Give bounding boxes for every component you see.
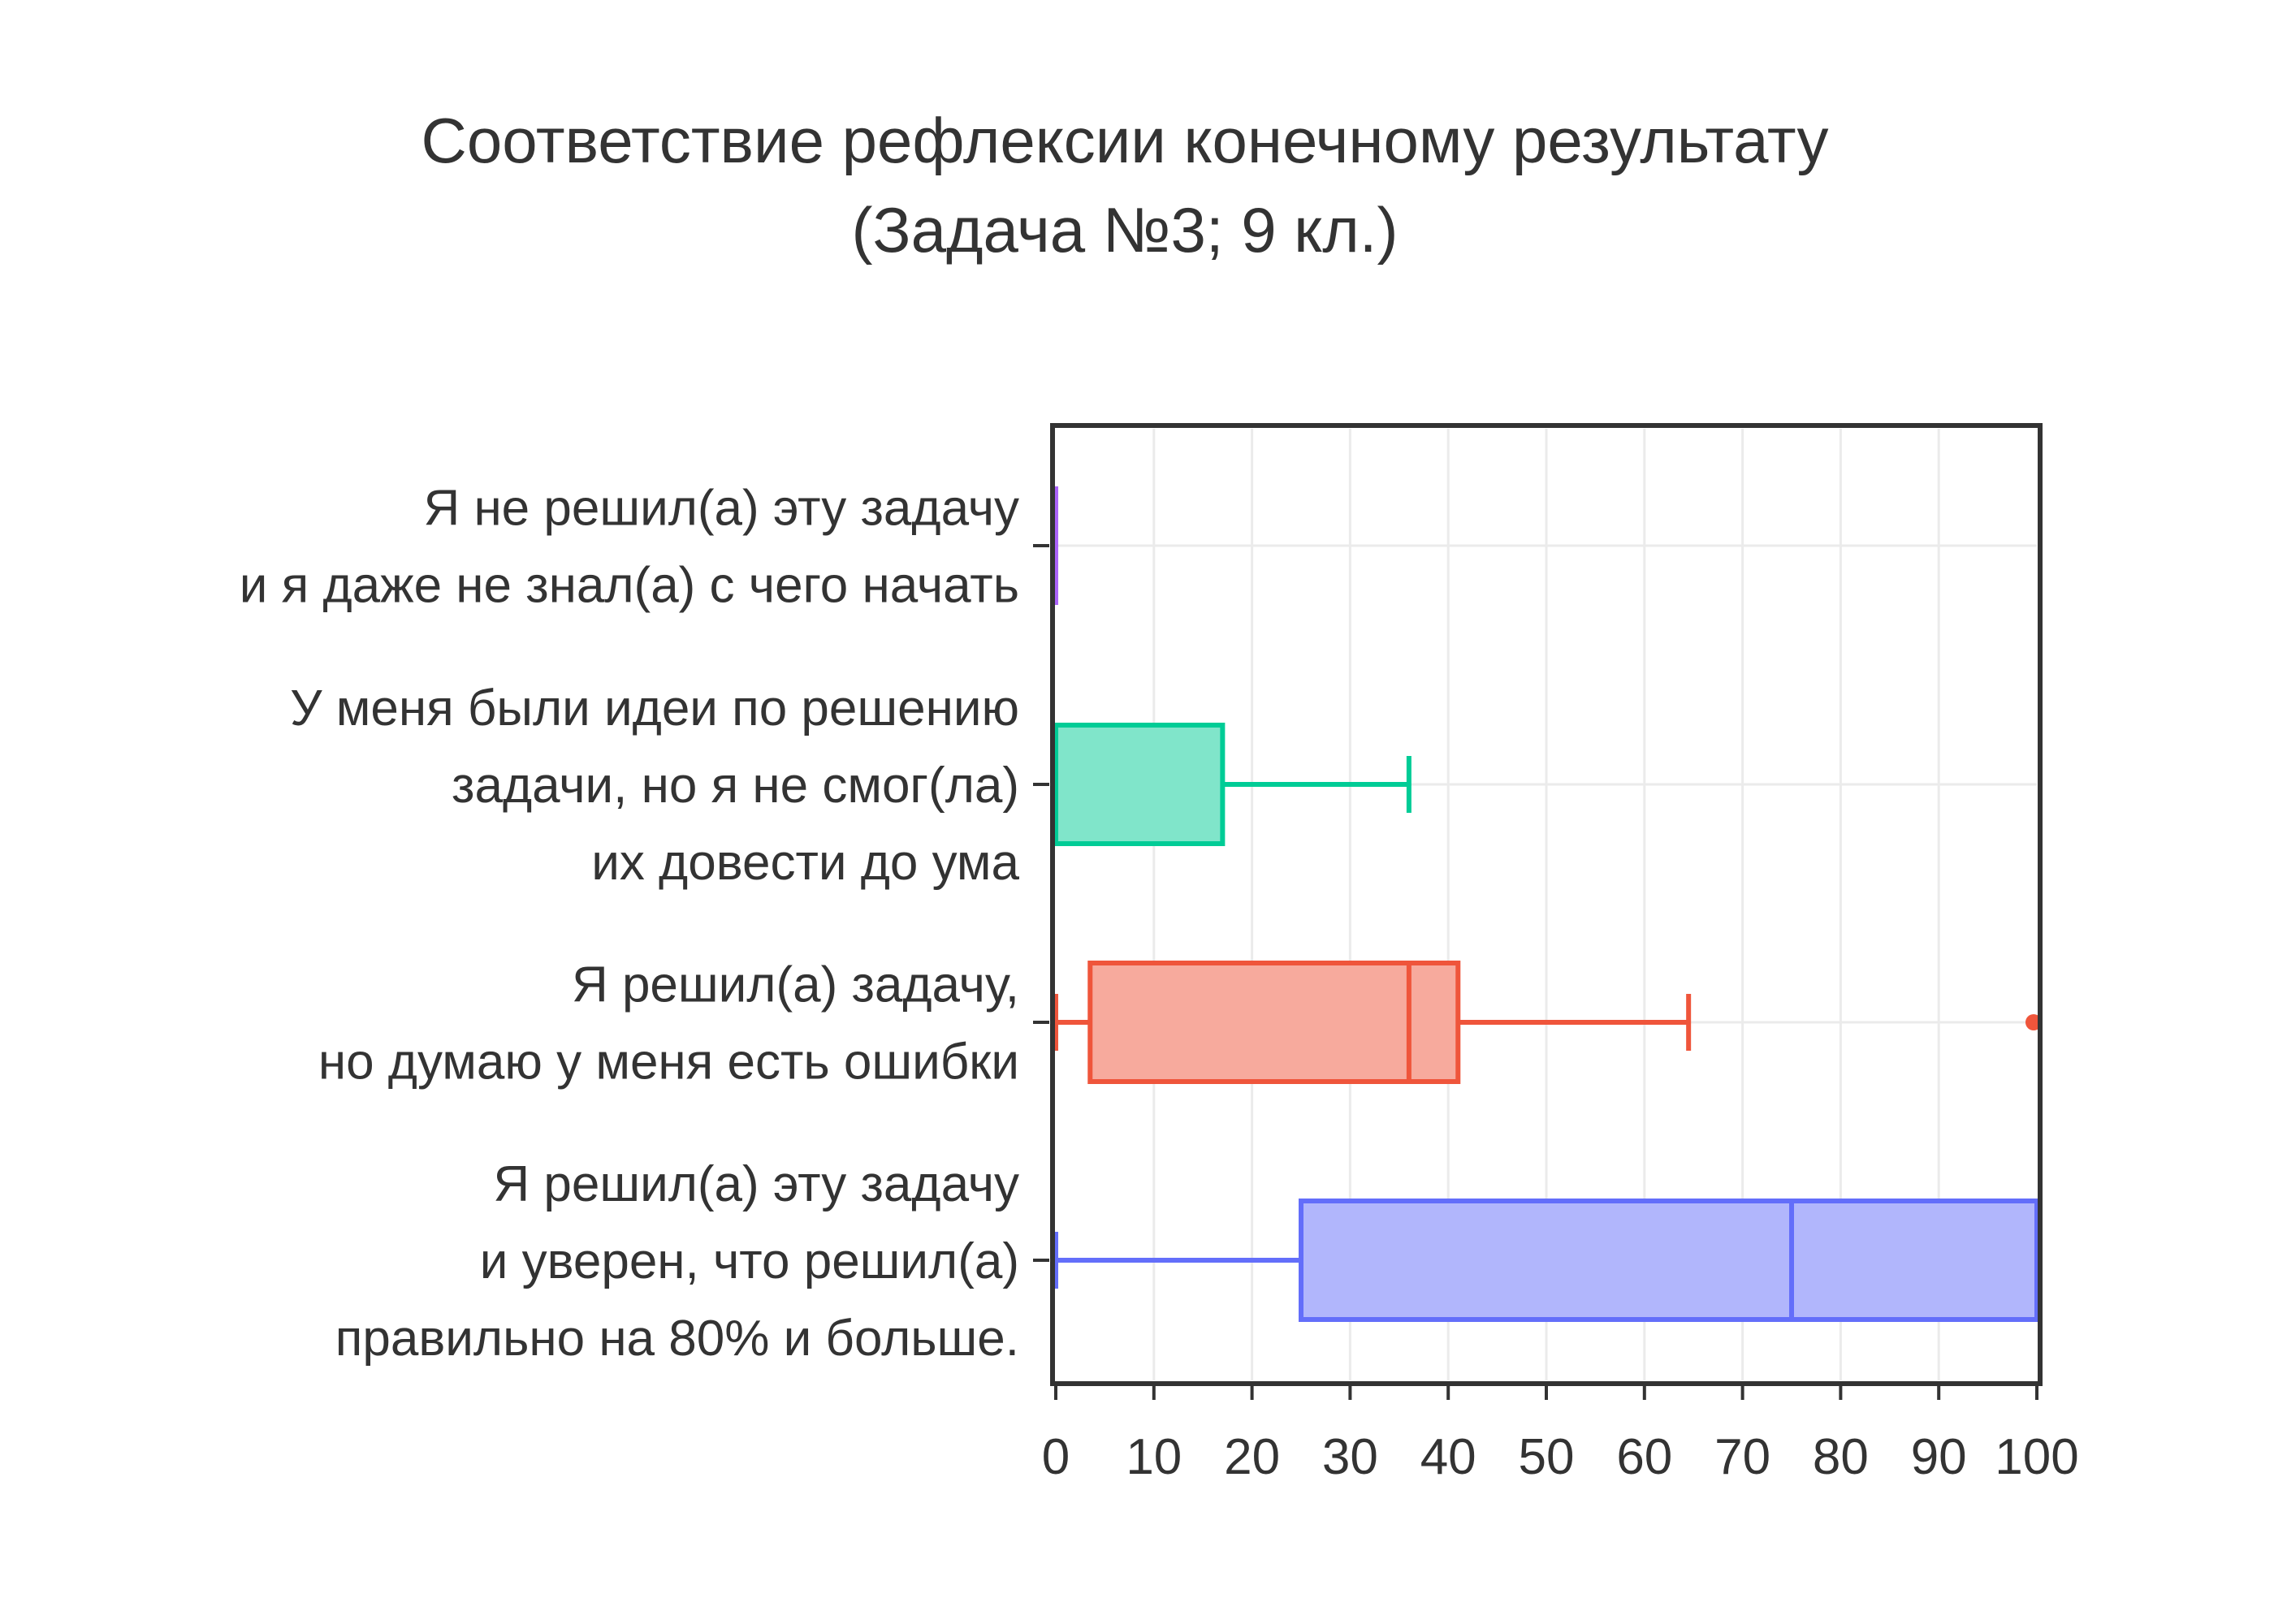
chart-title-line-2: (Задача №3; 9 кл.) <box>852 194 1399 266</box>
category-label-line: но думаю у меня есть ошибки <box>318 1034 1019 1091</box>
x-tick-label: 70 <box>1714 1429 1770 1485</box>
box-series <box>1053 723 1412 846</box>
axes: 0 10 20 30 40 50 60 70 80 90 100 Я не решил(а) эту … <box>240 481 2079 1486</box>
x-tick-label: 100 <box>1995 1429 2078 1485</box>
box-iqr <box>1087 961 1461 1084</box>
category-label-line: и уверен, что решил(а) <box>480 1233 1019 1289</box>
boxes <box>1053 486 2042 1322</box>
box-series <box>1053 961 2042 1084</box>
x-tick-label: 80 <box>1813 1429 1869 1485</box>
category-label-line: У меня были идеи по решению <box>290 680 1019 736</box>
x-tick-label: 30 <box>1322 1429 1378 1485</box>
chart-title-line-1: Соответствие рефлексии конечному результ… <box>422 105 1829 176</box>
category-label-line: и я даже не знал(а) с чего начать <box>240 558 1019 614</box>
category-label-line: их довести до ума <box>591 835 1019 891</box>
chart-title: Соответствие рефлексии конечному результ… <box>422 105 1829 266</box>
box-iqr <box>1299 1199 2039 1322</box>
x-tick-label: 40 <box>1420 1429 1476 1485</box>
category-label-line: Я решил(а) задачу, <box>572 957 1019 1013</box>
x-tick-label: 0 <box>1042 1429 1070 1485</box>
box-series <box>1053 1199 2039 1322</box>
category-label-line: задачи, но я не смог(ла) <box>452 758 1019 814</box>
x-tick-label: 90 <box>1911 1429 1967 1485</box>
box-iqr <box>1053 723 1226 846</box>
x-tick-label: 10 <box>1126 1429 1182 1485</box>
category-label-line: Я не решил(а) эту задачу <box>423 481 1019 537</box>
x-tick-label: 50 <box>1519 1429 1575 1485</box>
x-tick-label: 20 <box>1224 1429 1280 1485</box>
x-tick-label: 60 <box>1616 1429 1672 1485</box>
category-label-line: Я решил(а) эту задачу <box>493 1156 1019 1212</box>
category-label-line: правильно на 80% и больше. <box>335 1311 1019 1367</box>
